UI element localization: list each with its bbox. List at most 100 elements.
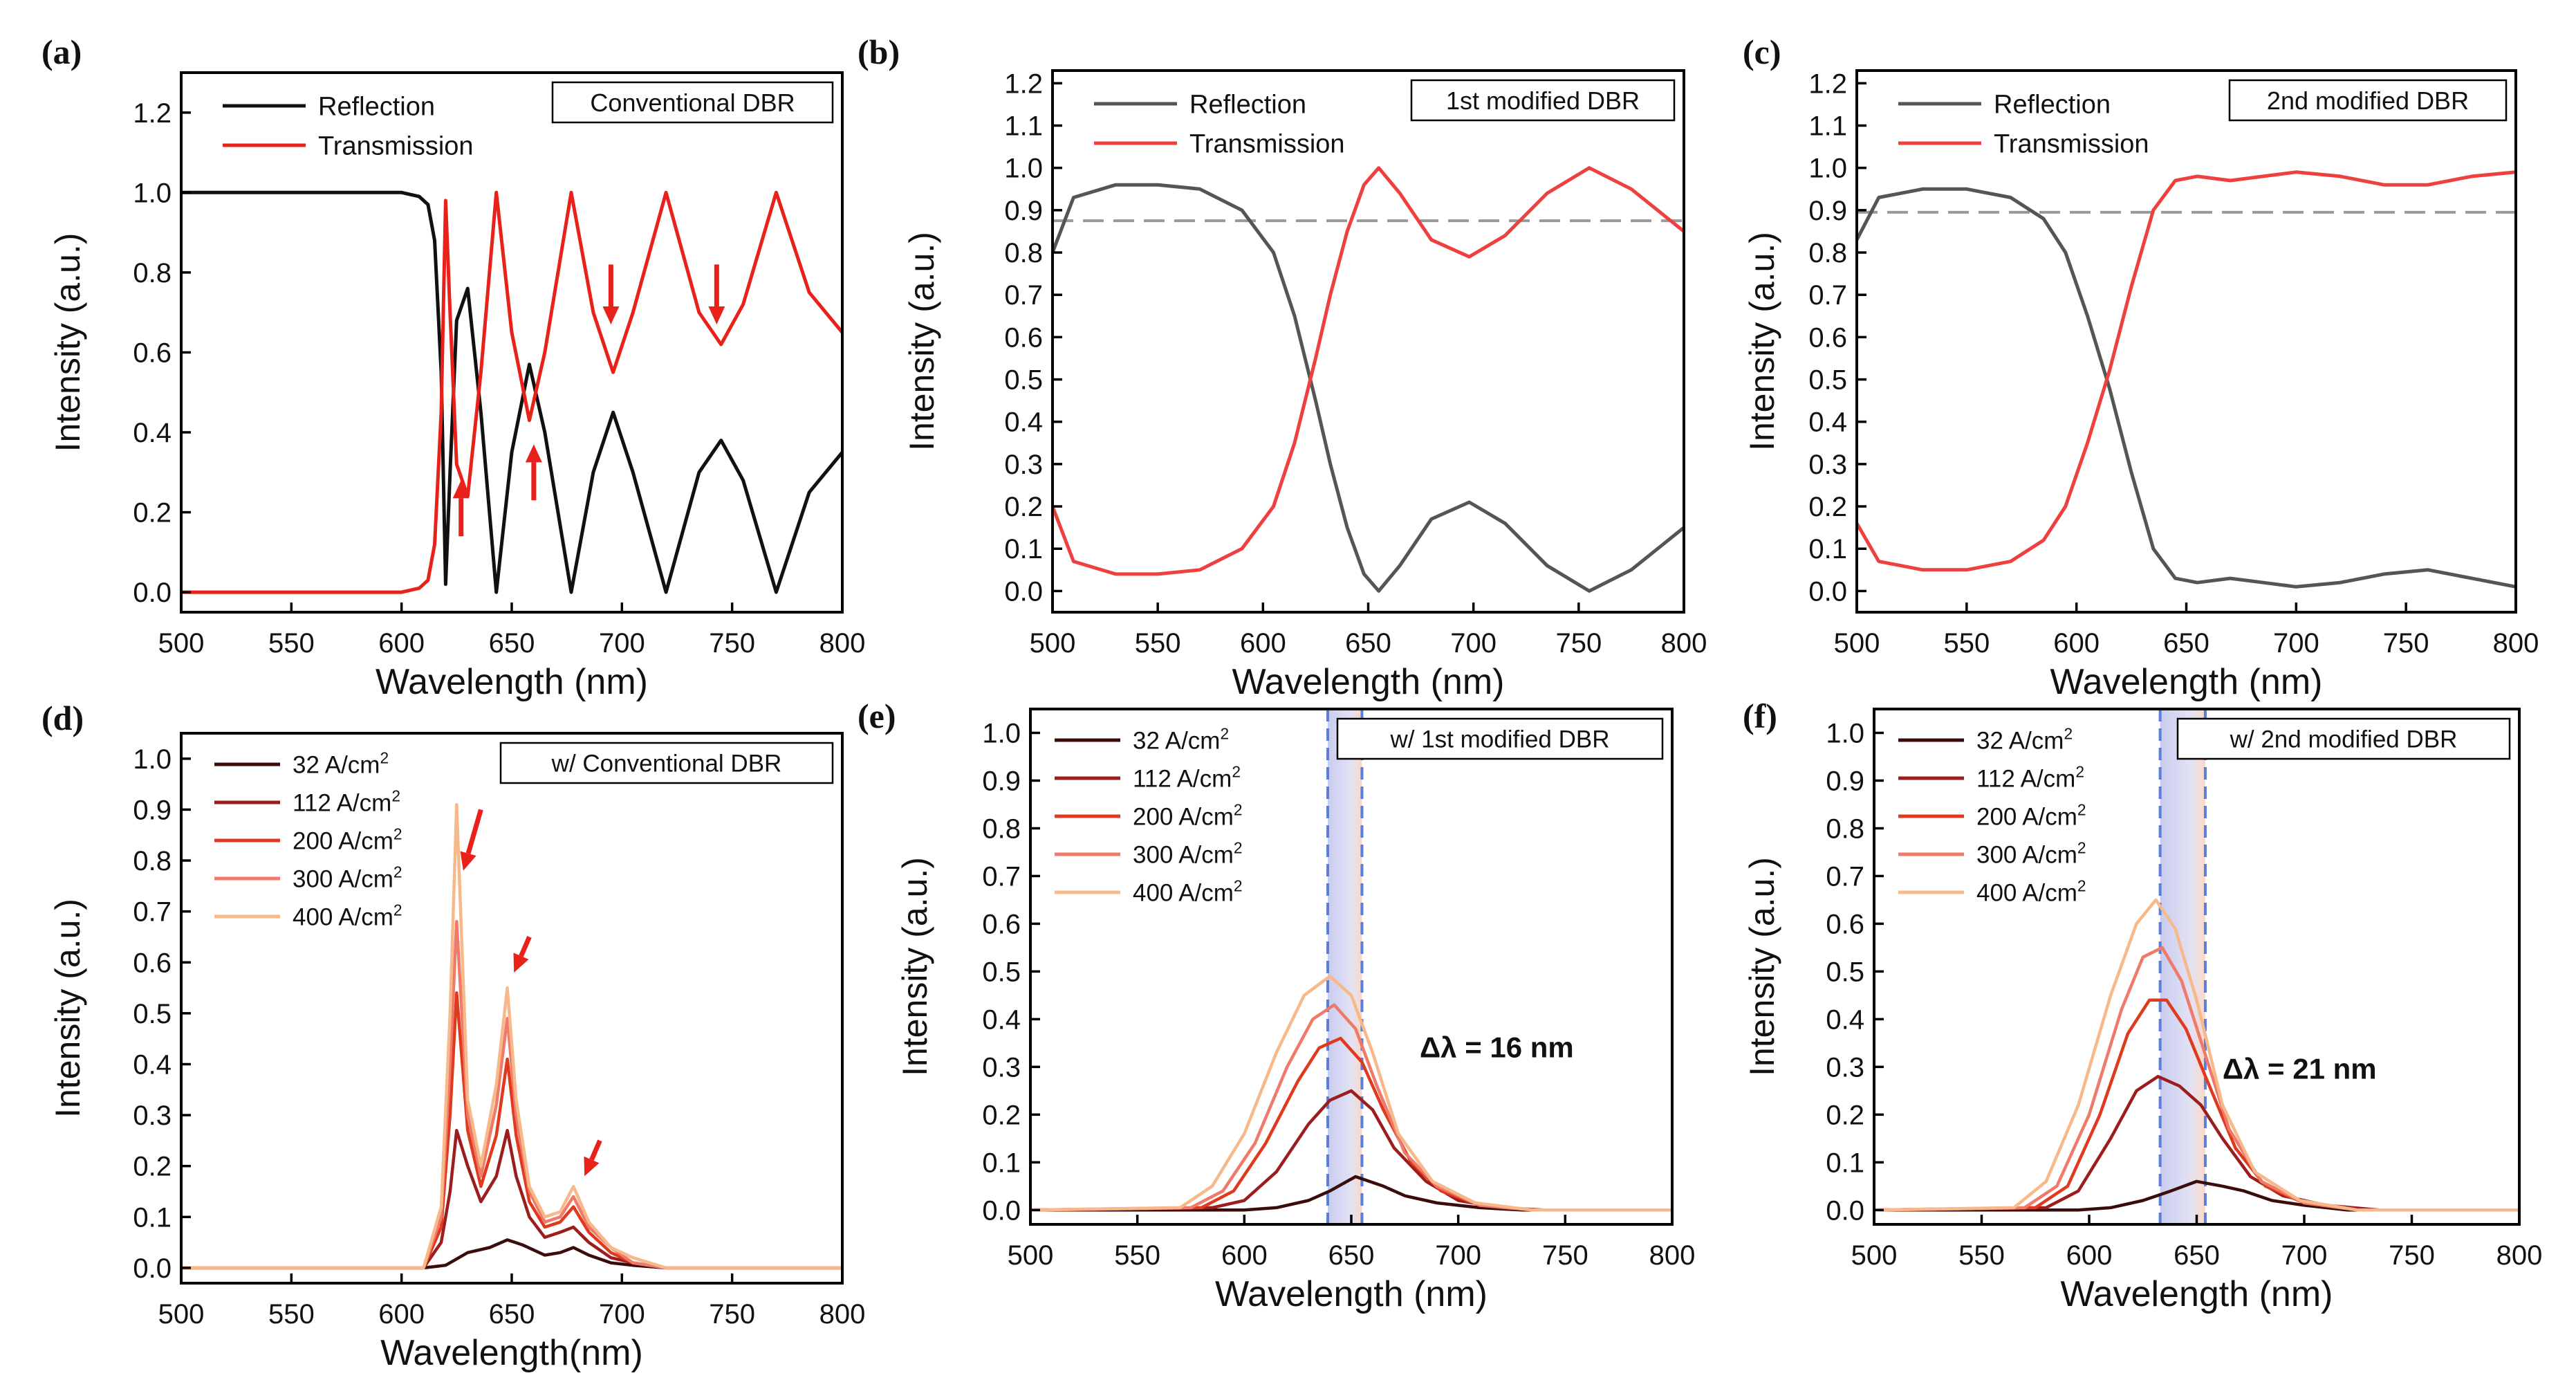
y-tick-label: 0.4: [1826, 1004, 1864, 1035]
y-tick-label: 0.4: [982, 1004, 1021, 1035]
legend-label: 32 A/cm2: [1133, 725, 1229, 755]
legend-label: 400 A/cm2: [293, 901, 402, 931]
annotation-text: 2nd modified DBR: [2267, 86, 2469, 115]
x-tick-label: 800: [2493, 628, 2539, 659]
y-tick-label: 0.1: [982, 1148, 1021, 1178]
y-tick-label: 1.0: [1004, 154, 1043, 184]
x-tick-label: 600: [378, 1299, 425, 1330]
y-tick-label: 0.5: [1004, 365, 1043, 396]
x-tick-label: 500: [1008, 1240, 1054, 1271]
y-axis-label: Intensity (a.u.): [896, 857, 934, 1076]
red-arrow-head: [602, 306, 620, 324]
y-tick-label: 0.1: [1826, 1148, 1864, 1178]
y-tick-label: 0.1: [1808, 534, 1847, 564]
x-tick-label: 700: [1435, 1240, 1481, 1271]
red-arrow-shaft: [589, 1139, 602, 1161]
legend-label: Transmission: [1994, 130, 2149, 159]
y-tick-label: 0.2: [1004, 492, 1043, 522]
legend-superscript: 2: [2075, 763, 2084, 781]
x-axis-label: Wavelength (nm): [1232, 662, 1505, 702]
y-tick-label: 0.9: [133, 795, 172, 825]
y-tick-label: 0.6: [1826, 909, 1864, 939]
shaded-band: [2160, 709, 2205, 1224]
x-tick-label: 650: [2163, 628, 2209, 659]
x-tick-label: 650: [489, 628, 535, 659]
y-tick-label: 0.6: [1808, 322, 1847, 353]
annotation-box: [551, 81, 834, 124]
x-tick-label: 600: [2053, 628, 2100, 659]
legend-superscript: 2: [1234, 877, 1243, 895]
y-tick-label: 0.2: [133, 498, 172, 528]
annotation-box: [1410, 79, 1676, 122]
y-tick-label: 0.9: [982, 766, 1021, 796]
x-tick-label: 650: [1345, 628, 1391, 659]
x-tick-label: 750: [709, 1299, 755, 1330]
y-tick-label: 0.8: [1808, 238, 1847, 268]
axes-frame: [1855, 69, 2517, 614]
x-tick-label: 550: [1135, 628, 1181, 659]
y-tick-label: 1.2: [1004, 68, 1043, 99]
panel-3: 500 550 600 650 700 750 800 0.0 0.1 0.2 0.3 0.4 0.5 0…: [1743, 33, 2539, 702]
legend-label: 200 A/cm2: [1133, 801, 1243, 831]
legend-label: Transmission: [318, 132, 474, 161]
legend-label: 400 A/cm2: [1133, 877, 1243, 907]
annotation-box: [499, 742, 834, 784]
x-tick-label: 500: [1834, 628, 1880, 659]
panel-1: 500 550 600 650 700 750 800 0.0 0.2 0.4 0.6 0.8 1.0 1…: [41, 33, 865, 702]
y-tick-label: 0.2: [133, 1152, 172, 1182]
y-tick-label: 0.9: [1808, 196, 1847, 226]
x-tick-label: 800: [819, 1299, 866, 1330]
red-arrow-head: [525, 444, 542, 463]
x-tick-label: 800: [1661, 628, 1707, 659]
y-axis-label: Intensity (a.u.): [1743, 232, 1781, 451]
y-tick-label: 0.0: [133, 1253, 172, 1284]
y-tick-label: 0.7: [1004, 280, 1043, 311]
x-axis-label: Wavelength (nm): [1215, 1274, 1488, 1314]
x-tick-label: 500: [1030, 628, 1076, 659]
y-axis-label: Intensity (a.u.): [1743, 857, 1781, 1076]
y-tick-label: 0.4: [1808, 407, 1847, 438]
x-tick-label: 550: [268, 1299, 315, 1330]
annotation-text: Conventional DBR: [590, 89, 795, 117]
annotation-box: [1336, 717, 1664, 760]
series-line-2: [181, 190, 844, 594]
x-tick-label: 700: [2273, 628, 2319, 659]
y-tick-label: 0.0: [1826, 1195, 1864, 1226]
legend-label: 32 A/cm2: [1976, 725, 2073, 755]
series-line-5: [1873, 898, 2519, 1212]
x-tick-label: 750: [1542, 1240, 1588, 1271]
panel-label: (f): [1743, 697, 1777, 735]
y-tick-label: 1.0: [982, 718, 1021, 748]
series-line-5: [181, 802, 842, 1270]
legend-superscript: 2: [391, 787, 400, 805]
shaded-band: [1327, 709, 1362, 1224]
legend-superscript: 2: [2077, 877, 2086, 895]
series-line-1: [1030, 1175, 1672, 1212]
y-tick-label: 0.8: [133, 258, 172, 288]
y-tick-label: 1.1: [1004, 111, 1043, 142]
y-tick-label: 0.2: [982, 1100, 1021, 1130]
axes-frame: [180, 71, 844, 614]
panel-6: 500 550 600 650 700 750 800 0.0 0.1 0.2 0.3 0.4 0.5 0…: [1743, 697, 2542, 1314]
x-tick-label: 700: [599, 1299, 645, 1330]
x-tick-label: 600: [2066, 1240, 2113, 1271]
y-tick-label: 0.6: [1004, 322, 1043, 353]
x-tick-label: 700: [599, 628, 645, 659]
x-tick-label: 600: [1240, 628, 1286, 659]
y-axis-label: Intensity (a.u.): [902, 232, 941, 451]
y-tick-label: 0.1: [1004, 534, 1043, 564]
legend-superscript: 2: [393, 901, 402, 919]
annotation-box: [2176, 717, 2511, 760]
series-line-1: [181, 1238, 842, 1270]
legend-superscript: 2: [1234, 839, 1243, 857]
y-tick-label: 1.1: [1808, 111, 1847, 142]
x-tick-label: 600: [1221, 1240, 1268, 1271]
y-tick-label: 1.0: [133, 178, 172, 208]
y-tick-label: 0.9: [1826, 766, 1864, 796]
series-line-1: [181, 190, 844, 594]
annotation-box: [2228, 79, 2508, 122]
panel-label: (e): [858, 697, 896, 735]
red-arrow-shaft: [519, 936, 532, 957]
x-tick-label: 700: [1450, 628, 1497, 659]
